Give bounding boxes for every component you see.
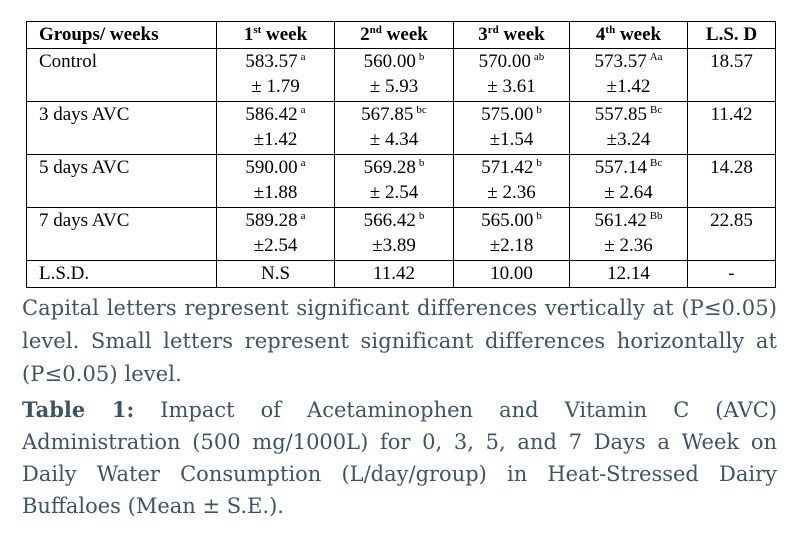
group-label: 3 days AVC <box>26 101 217 155</box>
table-cell: 570.00 ab ± 3.61 <box>453 48 570 102</box>
row-lsd-value: 14.28 <box>687 154 776 208</box>
header-row: Groups/ weeks 1st week 2nd week 3rd week… <box>26 21 776 49</box>
lsd-week-1: N.S <box>216 260 335 288</box>
table-cell: 586.42 a ±1.42 <box>216 101 335 155</box>
table-cell: 573.57 Aa ±1.42 <box>569 48 688 102</box>
header-groups: Groups/ weeks <box>26 21 217 49</box>
header-lsd: L.S. D <box>687 21 776 49</box>
water-consumption-table: Groups/ weeks 1st week 2nd week 3rd week… <box>26 21 776 288</box>
table-cell: 566.42 b ±3.89 <box>334 207 454 261</box>
lsd-row: L.S.D. N.S 11.42 10.00 12.14 - <box>26 260 776 288</box>
header-week-3: 3rd week <box>453 21 570 49</box>
table-cell: 583.57 a ± 1.79 <box>216 48 335 102</box>
lsd-week-2: 11.42 <box>334 260 454 288</box>
lsd-week-4: 12.14 <box>569 260 688 288</box>
table-cell: 561.42 Bb ± 2.36 <box>569 207 688 261</box>
table-cell: 575.00 b ±1.54 <box>453 101 570 155</box>
table-row: 7 days AVC 589.28 a ±2.54 566.42 b ±3.89 565… <box>26 207 776 261</box>
row-lsd-value: 11.42 <box>687 101 776 155</box>
group-label: 7 days AVC <box>26 207 217 261</box>
caption-label: Table 1: <box>22 397 135 422</box>
table-caption: Table 1: Impact of Acetaminophen and Vit… <box>22 394 777 522</box>
table-cell: 567.85 bc ± 4.34 <box>334 101 454 155</box>
table-cell: 590.00 a ±1.88 <box>216 154 335 208</box>
significance-notes: Capital letters represent significant di… <box>22 296 777 386</box>
lsd-row-label: L.S.D. <box>26 260 217 288</box>
header-week-2: 2nd week <box>334 21 454 49</box>
header-week-1: 1st week <box>216 21 335 49</box>
group-label: 5 days AVC <box>26 154 217 208</box>
table-cell: 571.42 b ± 2.36 <box>453 154 570 208</box>
table-cell: 589.28 a ±2.54 <box>216 207 335 261</box>
header-week-4: 4th week <box>569 21 688 49</box>
group-label: Control <box>26 48 217 102</box>
lsd-week-3: 10.00 <box>453 260 570 288</box>
table-cell: 560.00 b ± 5.93 <box>334 48 454 102</box>
table-cell: 569.28 b ± 2.54 <box>334 154 454 208</box>
row-lsd-value: 22.85 <box>687 207 776 261</box>
table-row: 3 days AVC 586.42 a ±1.42 567.85 bc ± 4.34 5… <box>26 101 776 155</box>
lsd-corner: - <box>687 260 776 288</box>
table-cell: 557.85 Bc ±3.24 <box>569 101 688 155</box>
table-cell: 565.00 b ±2.18 <box>453 207 570 261</box>
table-row: Control 583.57 a ± 1.79 560.00 b ± 5.93 570.… <box>26 48 776 102</box>
table-row: 5 days AVC 590.00 a ±1.88 569.28 b ± 2.54 57… <box>26 154 776 208</box>
row-lsd-value: 18.57 <box>687 48 776 102</box>
caption-text: Impact of Acetaminophen and Vitamin C (A… <box>22 398 777 518</box>
table-cell: 557.14 Bc ± 2.64 <box>569 154 688 208</box>
